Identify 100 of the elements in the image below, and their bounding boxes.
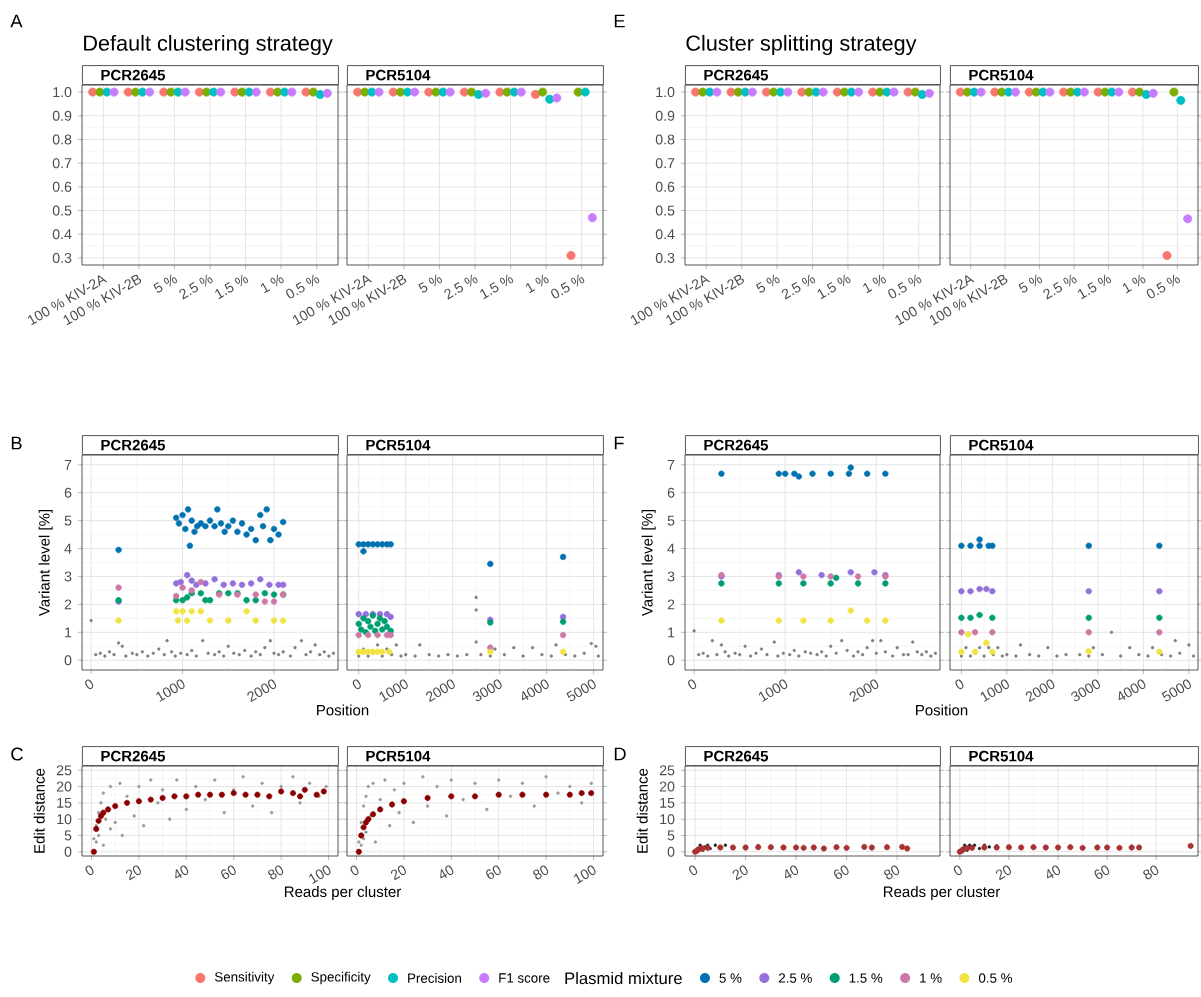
legend-label: 2.5 % bbox=[778, 973, 812, 983]
y-tick-label: 2 bbox=[64, 599, 72, 610]
x-tick-label: 5 % bbox=[1018, 274, 1043, 293]
y-axis-title: Edit distance bbox=[33, 768, 45, 853]
y-tick-label: 1 bbox=[65, 627, 72, 638]
y-tick-label: 0.3 bbox=[52, 252, 72, 263]
y-tick-label: 0.9 bbox=[655, 110, 675, 121]
text: B bbox=[11, 436, 22, 450]
y-tick-label: 0.4 bbox=[52, 229, 72, 240]
y-tick-label: 3 bbox=[64, 571, 72, 582]
x-tick-label: 60 bbox=[486, 865, 501, 880]
y-tick-label: 1 bbox=[668, 627, 675, 638]
y-tick-label: 0.9 bbox=[52, 110, 72, 121]
x-tick-label: 2.5 % bbox=[179, 274, 213, 300]
y-tick-label: 1.0 bbox=[656, 87, 675, 98]
x-tick-label: 0 bbox=[85, 865, 94, 876]
y-tick-label: 3 bbox=[667, 571, 675, 582]
x-tick-label: 0.5 % bbox=[888, 274, 922, 299]
x-tick-label: 100 bbox=[574, 865, 596, 884]
x-tick-label: 0 bbox=[689, 865, 698, 876]
x-tick-label: 60 bbox=[1094, 865, 1110, 880]
legend-label: 1 % bbox=[920, 973, 942, 983]
y-tick-label: 10 bbox=[660, 814, 675, 825]
chart-title: PCR5104 bbox=[366, 69, 431, 81]
legend-label: Precision bbox=[408, 973, 462, 983]
y-tick-label: 0.6 bbox=[655, 181, 675, 192]
x-tick-label: 20 bbox=[995, 865, 1012, 881]
x-tick-label: 0 bbox=[953, 865, 962, 876]
y-tick-label: 10 bbox=[57, 814, 72, 825]
x-tick-label: 2000 bbox=[1025, 679, 1055, 703]
x-tick-label: 40 bbox=[440, 865, 454, 879]
x-tick-label: 20 bbox=[732, 865, 748, 881]
y-tick-label: 0.4 bbox=[655, 229, 675, 240]
x-tick-label: 40 bbox=[785, 865, 799, 879]
legend-label: F1 score bbox=[499, 973, 550, 983]
legend-label: 1.5 % bbox=[849, 973, 883, 983]
legend-label: Specificity bbox=[311, 971, 371, 985]
chart-title: PCR5104 bbox=[366, 439, 431, 451]
x-tick-label: 1.5 % bbox=[1078, 274, 1112, 300]
x-tick-label: 20 bbox=[125, 865, 141, 881]
x-tick-label: 2000 bbox=[426, 679, 455, 703]
y-axis-title: Edit distance bbox=[636, 768, 648, 853]
x-tick-label: 0.5 % bbox=[286, 274, 320, 299]
y-tick-label: 0.3 bbox=[655, 252, 675, 263]
y-tick-label: 0.8 bbox=[52, 134, 72, 145]
x-tick-label: 1 % bbox=[260, 274, 284, 294]
y-tick-label: 6 bbox=[667, 487, 675, 498]
x-tick-label: 0.5 % bbox=[551, 274, 585, 299]
chart-title: PCR5104 bbox=[969, 439, 1034, 451]
y-tick-label: 5 bbox=[64, 515, 72, 526]
x-tick-label: 1.5 % bbox=[215, 274, 249, 300]
y-tick-label: 0 bbox=[64, 846, 72, 857]
text: D bbox=[614, 747, 626, 761]
x-tick-label: 0.5 % bbox=[1146, 274, 1180, 299]
y-tick-label: 5 bbox=[64, 830, 72, 841]
legend-label: 5 % bbox=[719, 973, 742, 983]
y-axis-title: Variant level [%] bbox=[38, 509, 53, 617]
x-tick-label: 5000 bbox=[1161, 679, 1191, 702]
y-tick-label: 0 bbox=[667, 846, 675, 857]
x-tick-label: 2.5 % bbox=[781, 274, 816, 300]
text: Cluster splitting strategy bbox=[686, 34, 917, 56]
x-axis-title: Reads per cluster bbox=[883, 886, 1001, 900]
y-tick-label: 0.7 bbox=[655, 158, 675, 169]
y-tick-label: 0.7 bbox=[52, 158, 72, 169]
x-tick-label: 0 bbox=[350, 865, 359, 876]
legend-label: Sensitivity bbox=[214, 971, 275, 985]
x-tick-label: 2.5 % bbox=[444, 274, 478, 300]
x-tick-label: 5 % bbox=[755, 274, 780, 293]
x-tick-label: 1.5 % bbox=[817, 274, 851, 300]
x-tick-label: 80 bbox=[268, 865, 284, 880]
y-tick-label: 0 bbox=[667, 655, 675, 666]
chart-title: PCR2645 bbox=[704, 69, 769, 81]
y-tick-label: 15 bbox=[57, 797, 72, 808]
x-tick-label: 0 bbox=[85, 679, 94, 690]
x-tick-label: 5000 bbox=[566, 679, 596, 702]
x-tick-label: 5 % bbox=[153, 274, 178, 293]
x-tick-label: 100 bbox=[309, 865, 331, 884]
y-tick-label: 0.5 bbox=[655, 205, 675, 216]
y-tick-label: 20 bbox=[659, 781, 675, 792]
y-tick-label: 7 bbox=[667, 459, 675, 470]
chart-title: PCR2645 bbox=[101, 69, 166, 81]
x-tick-label: 60 bbox=[221, 865, 236, 880]
x-axis-title: Position bbox=[317, 704, 369, 716]
x-tick-label: 1 % bbox=[863, 274, 886, 294]
y-tick-label: 0.5 bbox=[52, 205, 72, 216]
chart-title: PCR2645 bbox=[704, 750, 769, 762]
x-tick-label: 80 bbox=[1143, 865, 1159, 880]
y-tick-label: 5 bbox=[667, 515, 675, 526]
x-tick-label: 3000 bbox=[1071, 679, 1100, 702]
x-tick-label: 1000 bbox=[980, 679, 1009, 702]
x-tick-label: 1.5 % bbox=[480, 274, 514, 300]
x-tick-label: 1000 bbox=[379, 679, 408, 702]
legend-title: Plasmid mixture bbox=[565, 971, 682, 985]
y-tick-label: 6 bbox=[64, 487, 72, 498]
chart-title: PCR2645 bbox=[101, 439, 166, 451]
x-tick-label: 2000 bbox=[247, 679, 277, 703]
y-tick-label: 25 bbox=[56, 765, 72, 776]
y-tick-label: 0.6 bbox=[52, 181, 72, 192]
x-tick-label: 80 bbox=[533, 865, 549, 880]
x-tick-label: 60 bbox=[834, 865, 849, 880]
